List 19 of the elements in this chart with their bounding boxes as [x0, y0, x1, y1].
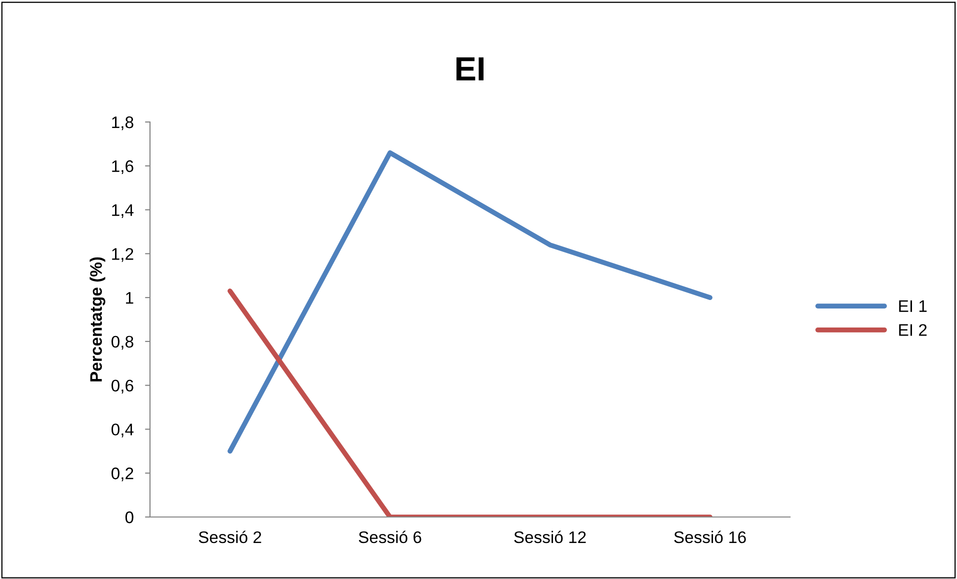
y-tick-label: 0,8 — [112, 336, 134, 350]
y-tick-label: 1,6 — [112, 160, 134, 174]
y-tick-label: 1 — [126, 292, 134, 304]
legend-label: EI 2 — [899, 324, 927, 336]
y-tick-label: 0,4 — [112, 424, 134, 438]
line-series — [228, 150, 712, 454]
x-tick-label: Sessió 12 — [514, 530, 586, 544]
y-tick-label: 0,2 — [112, 468, 134, 482]
x-tick-label: Sessió 16 — [674, 530, 746, 544]
y-tick-label: 1,4 — [112, 204, 134, 218]
y-axis-title: Percentatge (%) — [90, 257, 106, 382]
y-tick-label: 1,8 — [112, 116, 134, 130]
x-tick-label: Sessió 6 — [358, 530, 422, 544]
chart-title: EI — [456, 57, 484, 80]
legend-label: EI 1 — [899, 300, 927, 312]
y-tick-label: 0,6 — [112, 380, 134, 394]
x-tick-label: Sessió 2 — [198, 530, 262, 544]
y-tick-label: 0 — [125, 511, 134, 524]
y-tick-label: 1,2 — [112, 248, 134, 262]
